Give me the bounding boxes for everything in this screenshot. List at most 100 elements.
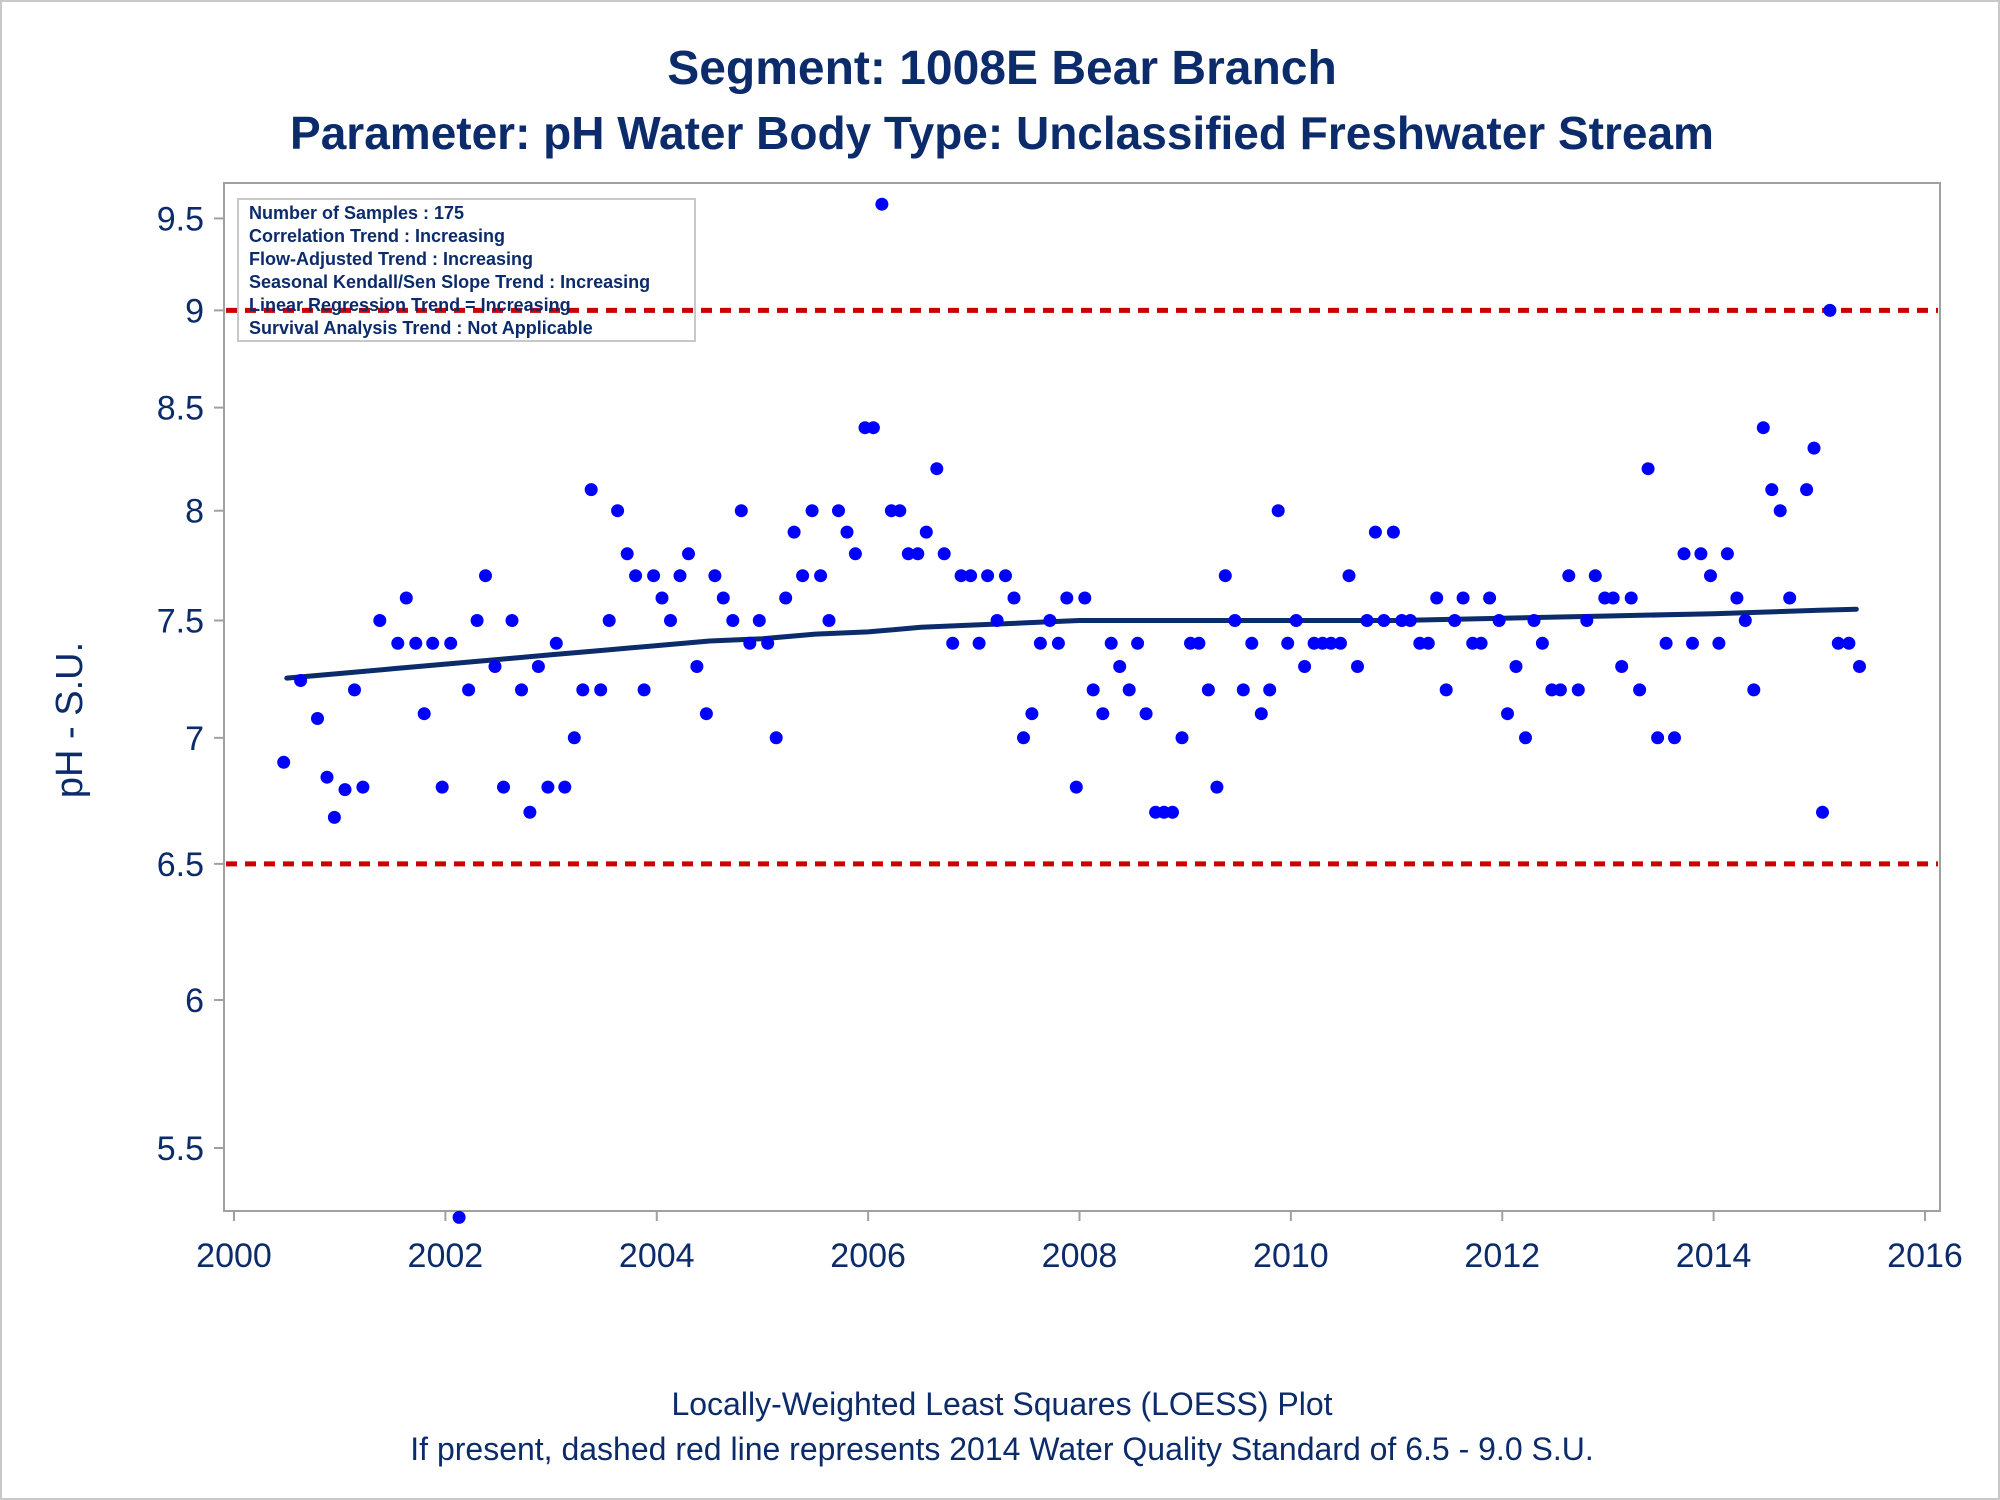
x-tick-label: 2010 xyxy=(1253,1237,1329,1275)
footnote-loess: Locally-Weighted Least Squares (LOESS) P… xyxy=(671,1386,1332,1422)
data-point xyxy=(1492,614,1506,627)
y-tick-label: 9.5 xyxy=(157,200,204,238)
data-point xyxy=(1007,591,1021,605)
data-point xyxy=(462,683,476,697)
data-point xyxy=(1386,525,1400,539)
data-point xyxy=(1245,636,1259,650)
data-point xyxy=(1588,569,1602,583)
data-point xyxy=(726,614,740,627)
data-point xyxy=(787,525,801,539)
data-point xyxy=(470,614,484,627)
data-point xyxy=(664,614,677,627)
data-point xyxy=(1069,780,1083,794)
data-point xyxy=(1298,660,1312,673)
data-point xyxy=(690,660,704,673)
data-point xyxy=(866,421,880,435)
data-point xyxy=(576,683,590,697)
data-point xyxy=(399,591,413,605)
data-point xyxy=(1113,660,1127,673)
data-point xyxy=(1192,636,1206,650)
data-point xyxy=(832,504,845,518)
data-point xyxy=(1527,614,1541,627)
data-point xyxy=(954,569,968,583)
data-point xyxy=(1659,636,1673,650)
data-point xyxy=(1439,683,1453,697)
data-point xyxy=(1228,614,1242,627)
reference-lines xyxy=(226,307,1938,867)
data-point xyxy=(1078,591,1092,605)
data-point xyxy=(814,569,828,583)
data-point xyxy=(531,660,545,673)
x-tick-label: 2002 xyxy=(408,1237,484,1275)
data-point xyxy=(277,755,291,769)
data-point xyxy=(1641,462,1655,476)
data-point xyxy=(682,547,695,561)
data-point xyxy=(1033,636,1047,650)
data-point xyxy=(1553,683,1567,697)
data-point xyxy=(1324,636,1338,650)
data-point xyxy=(1360,614,1374,627)
data-point xyxy=(743,636,757,650)
data-point xyxy=(294,674,308,687)
data-point xyxy=(1456,591,1470,605)
data-point xyxy=(1535,636,1549,650)
data-point xyxy=(637,683,651,697)
y-tick-label: 6.5 xyxy=(157,846,204,884)
y-tick-label: 9 xyxy=(185,292,204,330)
data-point xyxy=(1175,731,1189,745)
data-point xyxy=(356,780,370,794)
loess-trend-line xyxy=(284,606,1859,681)
data-point xyxy=(1210,780,1224,794)
x-tick-label: 2008 xyxy=(1042,1237,1118,1275)
data-point xyxy=(1765,483,1779,497)
data-point xyxy=(1633,683,1647,697)
data-point xyxy=(311,712,324,725)
stats-line-flow-adjusted: Flow-Adjusted Trend : Increasing xyxy=(249,249,533,269)
data-point xyxy=(937,547,951,561)
data-point xyxy=(946,636,960,650)
data-point xyxy=(734,504,748,518)
data-point xyxy=(911,547,925,561)
data-point xyxy=(1351,660,1364,673)
data-point xyxy=(1816,805,1829,819)
data-point xyxy=(558,780,572,794)
data-point xyxy=(1712,636,1726,650)
chart-title: Segment: 1008E Bear Branch xyxy=(667,42,1337,95)
data-point xyxy=(805,504,819,518)
data-point xyxy=(1368,525,1382,539)
data-point xyxy=(479,569,492,583)
stats-box-border xyxy=(237,198,696,342)
stats-line-linear-regression: Linear Regression Trend = Increasing xyxy=(249,295,571,315)
data-point xyxy=(901,547,915,561)
data-point xyxy=(541,780,555,794)
data-point xyxy=(919,525,933,539)
stats-line-correlation: Correlation Trend : Increasing xyxy=(249,226,505,246)
data-point xyxy=(699,707,713,721)
data-point xyxy=(1571,683,1585,697)
data-point xyxy=(1831,636,1845,650)
y-tick-label: 8.5 xyxy=(157,390,204,428)
data-point xyxy=(1086,683,1100,697)
data-point xyxy=(708,569,722,583)
data-point xyxy=(1519,731,1532,745)
data-point xyxy=(1025,707,1039,721)
data-point xyxy=(655,591,669,605)
data-point xyxy=(840,525,854,539)
data-point xyxy=(523,805,537,819)
stats-box: Number of Samples : 175 Correlation Tren… xyxy=(237,198,696,342)
data-point xyxy=(1677,547,1691,561)
x-tick-label: 2004 xyxy=(619,1237,695,1275)
data-point xyxy=(1271,504,1285,518)
data-point xyxy=(1807,441,1821,455)
x-tick-label: 2000 xyxy=(196,1237,272,1275)
data-point xyxy=(327,810,341,824)
loess-curve-group xyxy=(284,606,1859,681)
data-point xyxy=(1474,636,1488,650)
x-axis: 2000 2002 2004 2006 2008 2010 2012 2014 2016 xyxy=(196,1211,1963,1275)
data-point xyxy=(1342,569,1356,583)
data-point xyxy=(417,707,431,721)
data-point xyxy=(1730,591,1744,605)
data-point xyxy=(1704,569,1717,583)
data-point xyxy=(611,504,625,518)
